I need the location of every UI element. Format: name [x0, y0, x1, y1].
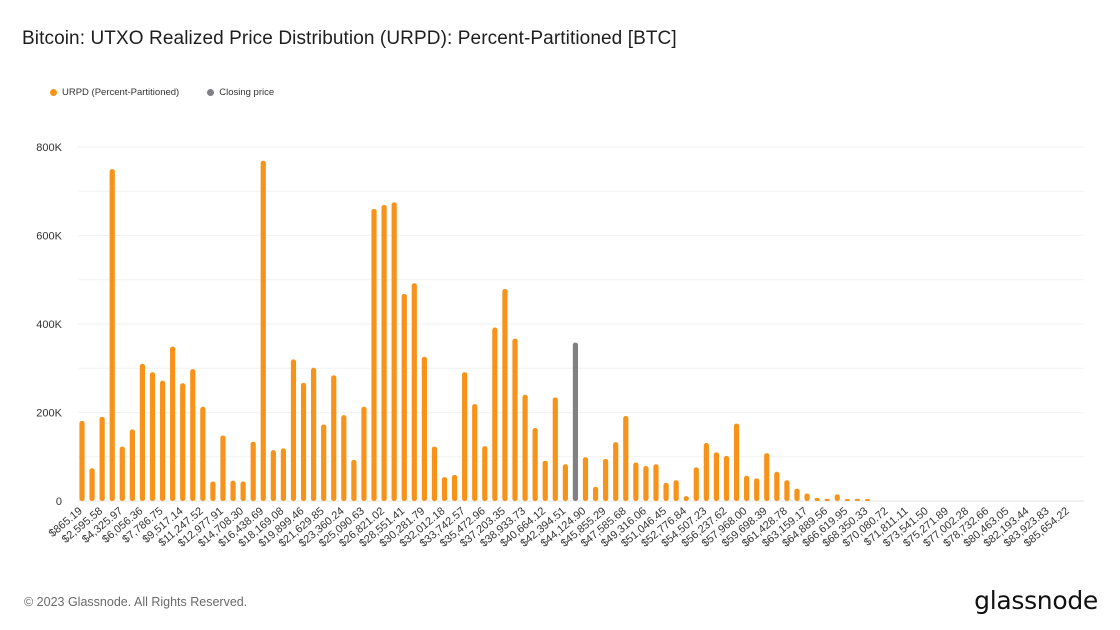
urpd-bar[interactable]: [613, 442, 619, 501]
urpd-bar[interactable]: [170, 346, 176, 501]
urpd-bar[interactable]: [824, 498, 830, 501]
urpd-bar[interactable]: [814, 497, 820, 501]
legend: URPD (Percent-Partitioned) Closing price: [50, 87, 274, 98]
urpd-bar[interactable]: [441, 477, 448, 501]
urpd-bar[interactable]: [663, 482, 669, 501]
y-tick-label: 200K: [36, 408, 62, 420]
bars: [79, 160, 871, 501]
legend-dot-icon: [207, 89, 215, 96]
urpd-bar[interactable]: [401, 293, 407, 501]
urpd-bar[interactable]: [592, 486, 599, 501]
urpd-bar[interactable]: [190, 369, 196, 501]
urpd-bar[interactable]: [462, 372, 468, 501]
urpd-bar[interactable]: [683, 496, 689, 501]
urpd-bar[interactable]: [472, 404, 478, 501]
urpd-bar[interactable]: [532, 427, 538, 501]
urpd-bar[interactable]: [99, 416, 105, 501]
urpd-bar[interactable]: [693, 467, 699, 501]
urpd-bar[interactable]: [250, 441, 256, 501]
urpd-bar[interactable]: [804, 493, 810, 501]
urpd-bar[interactable]: [784, 480, 790, 501]
urpd-bar[interactable]: [552, 397, 558, 501]
urpd-bar[interactable]: [311, 367, 317, 501]
closing-price-bar[interactable]: [572, 342, 579, 501]
urpd-bar[interactable]: [703, 443, 709, 501]
urpd-bar[interactable]: [371, 208, 377, 501]
x-axis: $865.19$2,595.58$4,325.97$6,056.36$7,786…: [47, 505, 1072, 550]
urpd-bar[interactable]: [522, 394, 528, 501]
urpd-bar[interactable]: [764, 453, 770, 501]
y-tick-label: 400K: [36, 319, 62, 331]
urpd-bar[interactable]: [361, 406, 367, 501]
urpd-bar[interactable]: [260, 160, 266, 501]
y-axis: 0 200K 400K 600K 800K: [36, 142, 62, 508]
legend-label: Closing price: [219, 87, 275, 98]
urpd-bar[interactable]: [119, 446, 125, 501]
urpd-bar[interactable]: [89, 468, 95, 501]
urpd-bar[interactable]: [180, 383, 186, 501]
bar-chart: 0 200K 400K 600K 800K $865.19$2,595.58$4,325…: [36, 142, 1084, 550]
urpd-bar[interactable]: [673, 480, 679, 501]
urpd-bar[interactable]: [582, 457, 589, 501]
urpd-bar[interactable]: [774, 471, 780, 501]
legend-dot-icon: [50, 89, 57, 96]
urpd-bar[interactable]: [451, 474, 458, 501]
urpd-bar[interactable]: [159, 380, 166, 501]
urpd-bar[interactable]: [290, 359, 297, 501]
chart-title: Bitcoin: UTXO Realized Price Distributio…: [22, 28, 677, 49]
urpd-bar[interactable]: [643, 466, 649, 501]
copyright-text: © 2023 Glassnode. All Rights Reserved.: [24, 595, 248, 609]
urpd-bar[interactable]: [341, 415, 347, 501]
urpd-bar[interactable]: [733, 423, 740, 501]
urpd-bar[interactable]: [633, 462, 639, 501]
urpd-bar[interactable]: [210, 481, 216, 501]
urpd-bar[interactable]: [230, 480, 236, 501]
urpd-bar[interactable]: [864, 499, 871, 501]
urpd-bar[interactable]: [109, 169, 115, 501]
urpd-bar[interactable]: [492, 327, 498, 501]
urpd-bar[interactable]: [321, 424, 327, 501]
urpd-bar[interactable]: [139, 363, 146, 501]
urpd-bar[interactable]: [744, 475, 750, 501]
legend-item-urpd[interactable]: URPD (Percent-Partitioned): [50, 87, 179, 98]
urpd-bar[interactable]: [200, 406, 206, 501]
urpd-bar[interactable]: [512, 338, 518, 501]
urpd-bar[interactable]: [391, 202, 397, 501]
urpd-bar[interactable]: [240, 481, 246, 501]
glassnode-logo: glassnode: [974, 586, 1098, 615]
y-tick-label: 800K: [36, 142, 62, 154]
urpd-bar[interactable]: [502, 289, 508, 501]
urpd-bar[interactable]: [603, 458, 609, 501]
urpd-bar[interactable]: [421, 356, 427, 501]
urpd-bar[interactable]: [270, 450, 276, 501]
urpd-bar[interactable]: [431, 446, 438, 501]
urpd-bar[interactable]: [844, 499, 850, 501]
urpd-bar[interactable]: [562, 464, 568, 501]
urpd-bar[interactable]: [794, 488, 800, 501]
y-tick-label: 0: [56, 496, 62, 508]
legend-item-closing-price[interactable]: Closing price: [207, 87, 274, 98]
urpd-bar[interactable]: [623, 416, 629, 501]
urpd-bar[interactable]: [482, 446, 488, 501]
legend-label: URPD (Percent-Partitioned): [62, 87, 180, 98]
urpd-bar[interactable]: [351, 459, 357, 501]
urpd-bar[interactable]: [542, 460, 548, 501]
urpd-bar[interactable]: [713, 452, 720, 501]
urpd-bar[interactable]: [754, 478, 760, 501]
urpd-bar[interactable]: [331, 375, 337, 501]
urpd-bar[interactable]: [300, 382, 307, 501]
urpd-bar[interactable]: [149, 372, 156, 501]
urpd-bar[interactable]: [79, 420, 85, 501]
y-tick-label: 600K: [36, 231, 62, 243]
urpd-bar[interactable]: [280, 448, 286, 501]
urpd-bar[interactable]: [723, 455, 730, 501]
urpd-bar[interactable]: [411, 283, 417, 501]
gridlines: [78, 146, 1084, 502]
urpd-bar[interactable]: [834, 494, 840, 501]
urpd-bar[interactable]: [129, 429, 135, 501]
urpd-bar[interactable]: [854, 498, 860, 501]
urpd-bar[interactable]: [381, 204, 387, 501]
urpd-bar[interactable]: [220, 435, 226, 501]
urpd-bar[interactable]: [653, 464, 659, 501]
